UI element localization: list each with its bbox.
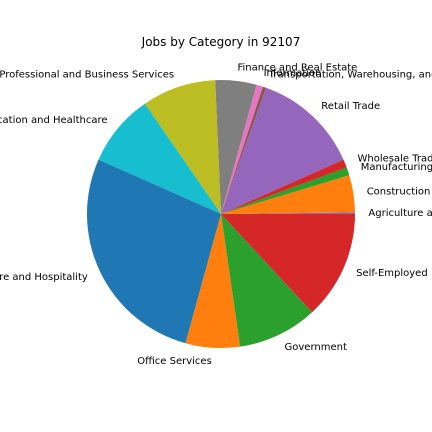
pie-label-manufacturing: Manufacturing <box>361 162 432 173</box>
pie-label-government: Government <box>285 342 347 353</box>
pie-slice-construction <box>221 175 355 214</box>
pie-slice-finance-and-real-estate <box>215 80 257 214</box>
pie-labels: Agriculture and Mining Construction Manufa… <box>0 63 432 368</box>
pie-slice-leisure-and-hospitality <box>87 159 221 344</box>
pie-label-wholesale-trade: Wholesale Trade <box>358 153 432 164</box>
pie-slice-education-and-healthcare <box>98 103 221 214</box>
pie-slice-information <box>221 84 263 214</box>
pie-slice-self-employed <box>221 214 355 313</box>
pie-label-education-and-healthcare: Education and Healthcare <box>0 115 108 126</box>
pie-label-self-employed: Self-Employed <box>356 268 428 279</box>
pie-slice-government <box>221 214 313 347</box>
chart-title: Jobs by Category in 92107 <box>141 35 301 49</box>
pie-slices <box>87 80 355 348</box>
pie-label-finance-and-real-estate: Finance and Real Estate <box>238 63 358 74</box>
pie-label-retail-trade: Retail Trade <box>321 101 380 112</box>
pie-slice-wholesale-trade <box>221 159 347 214</box>
pie-slice-retail-trade <box>221 87 344 214</box>
pie-label-information: Information <box>264 68 322 79</box>
pie-slice-manufacturing <box>221 167 350 214</box>
pie-label-office-services: Office Services <box>137 356 212 367</box>
pie-label-professional-and-business-services: Professional and Business Services <box>0 69 174 80</box>
pie-slice-agriculture-and-mining <box>221 212 355 214</box>
pie-label-agriculture-and-mining: Agriculture and Mining <box>368 208 432 219</box>
pie-label-transportation-warehousing-and-utilities: Transportation, Warehousing, and Utiliti… <box>268 70 432 81</box>
pie-slice-office-services <box>185 214 241 348</box>
pie-label-leisure-and-hospitality: Leisure and Hospitality <box>0 272 88 283</box>
pie-slice-transportation-warehousing-and-utilities <box>221 86 267 214</box>
pie-slice-professional-and-business-services <box>144 80 221 215</box>
pie-label-construction: Construction <box>367 187 431 198</box>
